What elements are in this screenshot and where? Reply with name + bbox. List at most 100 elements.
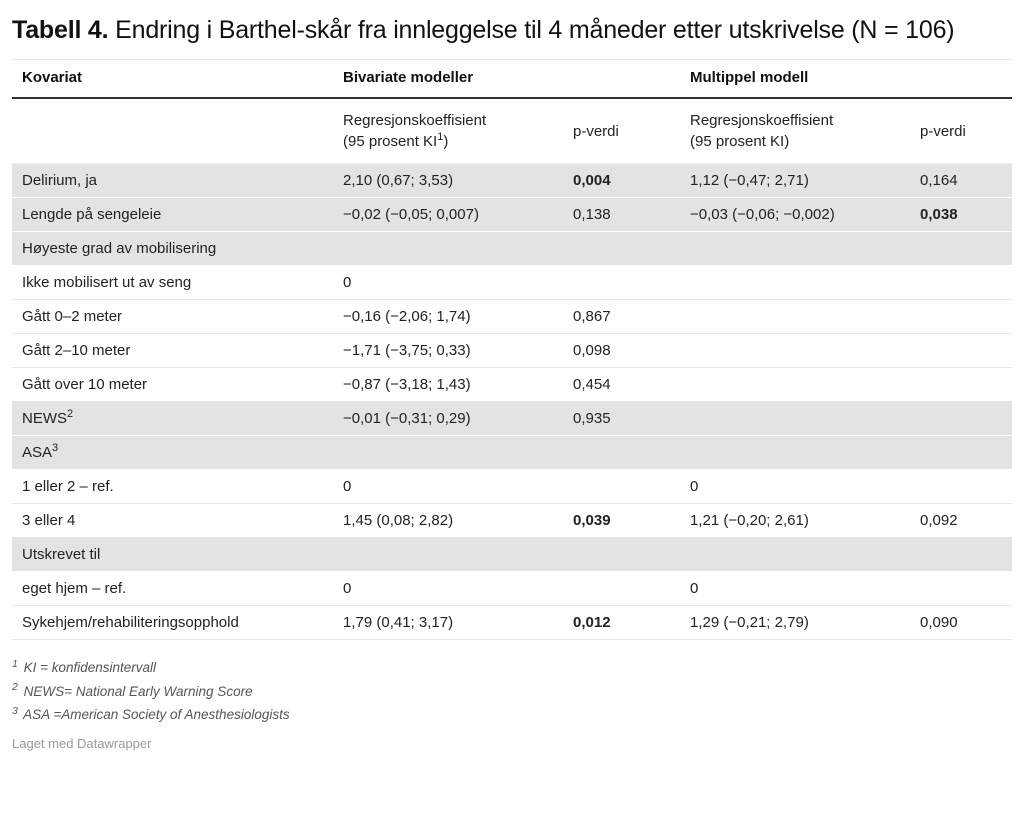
header-group-multiple: Multippel modell: [680, 59, 1012, 99]
multiple-coef-cell: 0: [690, 478, 699, 495]
table-row-asa-group: ASA3: [12, 435, 1012, 470]
bivariate-pvalue-cell: [563, 436, 680, 470]
header-multiple-pvalue: p-verdi: [910, 98, 1012, 164]
bivariate-coef-cell: 2,10 (0,67; 3,53): [343, 172, 454, 189]
row-label-cell: Ikke mobilisert ut av seng: [12, 266, 333, 300]
multiple-coef-cell: [680, 538, 910, 572]
multiple-coef-cell: [680, 300, 910, 334]
table-title: Tabell 4. Endring i Barthel-skår fra inn…: [12, 14, 1012, 46]
bivariate-coef-cell: −0,01 (−0,31; 0,29): [343, 410, 471, 427]
row-label-cell: Høyeste grad av mobilisering: [12, 232, 333, 266]
multiple-coef-cell: [680, 334, 910, 368]
footnote-text: KI = konfidensintervall: [23, 660, 157, 675]
bivariate-pvalue-cell: [563, 232, 680, 266]
row-label-cell: 3 eller 4: [12, 504, 333, 538]
row-label: Ikke mobilisert ut av seng: [22, 274, 192, 291]
bivariate-coef-cell: [333, 436, 563, 470]
row-label-cell: Lengde på sengeleie: [12, 198, 333, 232]
multiple-coef-cell: [680, 232, 910, 266]
table-row-asa-3-4: 3 eller 4 1,45 (0,08; 2,82) 0,039 1,21 (…: [12, 504, 1012, 538]
bivariate-pvalue-cell: 0,098: [573, 342, 611, 359]
footnote-marker: 1: [12, 657, 18, 670]
row-label-cell: Gått 2–10 meter: [12, 334, 333, 368]
datawrapper-credit: Laget med Datawrapper: [12, 735, 152, 751]
table-row-ikke-mobilisert: Ikke mobilisert ut av seng 0: [12, 266, 1012, 300]
bivariate-pvalue-cell: [563, 470, 680, 504]
multiple-coef-cell: 1,21 (−0,20; 2,61): [690, 512, 809, 529]
multiple-pvalue-cell: [910, 572, 1012, 606]
table-body: Delirium, ja 2,10 (0,67; 3,53) 0,004 1,1…: [12, 163, 1012, 640]
header-sub-row: Regresjonskoeffisient (95 prosent KI1) p-…: [12, 98, 1012, 164]
header-bivariate-pvalue: p-verdi: [563, 98, 680, 164]
row-label: ASA: [22, 444, 53, 461]
row-label-cell: Sykehjem/rehabiliteringsopphold: [12, 606, 333, 640]
row-label-cell: 1 eller 2 – ref.: [12, 470, 333, 504]
footnote-marker: 2: [12, 681, 18, 694]
row-label-cell: Utskrevet til: [12, 538, 333, 572]
multiple-pvalue-cell: [910, 368, 1012, 402]
footnote-ki: 1 KI = konfidensintervall: [12, 657, 1012, 679]
bivariate-pvalue-cell: [563, 572, 680, 606]
ci-header-line2: (95 prosent KI): [690, 133, 790, 150]
bivariate-pvalue-cell: 0,935: [573, 410, 611, 427]
row-label-cell: ASA3: [12, 436, 333, 470]
multiple-pvalue-cell: 0,092: [920, 512, 958, 529]
table-row-sykehjem: Sykehjem/rehabiliteringsopphold 1,79 (0,…: [12, 606, 1012, 640]
footnote-asa: 3 ASA =American Society of Anesthesiolog…: [12, 704, 1012, 726]
table-row-asa-1-2: 1 eller 2 – ref. 0 0: [12, 470, 1012, 504]
multiple-coef-cell: 0: [690, 580, 699, 597]
multiple-coef-cell: −0,03 (−0,06; −0,002): [690, 206, 835, 223]
bivariate-coef-cell: 1,79 (0,41; 3,17): [343, 614, 454, 631]
footnote-news: 2 NEWS= National Early Warning Score: [12, 681, 1012, 703]
multiple-coef-cell: 1,12 (−0,47; 2,71): [690, 172, 809, 189]
row-label: NEWS: [22, 410, 67, 427]
bivariate-coef-cell: 1,45 (0,08; 2,82): [343, 512, 454, 529]
bivariate-coef-cell: 0: [343, 580, 352, 597]
bivariate-coef-cell: −1,71 (−3,75; 0,33): [343, 342, 471, 359]
multiple-pvalue-cell: [910, 538, 1012, 572]
row-label: Utskrevet til: [22, 546, 101, 563]
multiple-coef-cell: [680, 368, 910, 402]
multiple-coef-cell: 1,29 (−0,21; 2,79): [690, 614, 809, 631]
bivariate-pvalue-cell: 0,454: [573, 376, 611, 393]
table-title-number: Tabell 4.: [12, 16, 109, 44]
row-label: Gått 2–10 meter: [22, 342, 131, 359]
bivariate-coef-cell: −0,16 (−2,06; 1,74): [343, 308, 471, 325]
row-label-cell: Delirium, ja: [12, 164, 333, 198]
row-label-cell: NEWS2: [12, 402, 333, 436]
footnote-text: NEWS= National Early Warning Score: [23, 683, 253, 699]
table-row-gatt-0-2: Gått 0–2 meter −0,16 (−2,06; 1,74) 0,867: [12, 300, 1012, 334]
table-row-gatt-2-10: Gått 2–10 meter −1,71 (−3,75; 0,33) 0,09…: [12, 334, 1012, 368]
row-label: eget hjem – ref.: [22, 580, 127, 597]
row-label-superscript: 3: [52, 442, 59, 454]
footnote-marker: 3: [12, 704, 18, 717]
table-row-sengeleie: Lengde på sengeleie −0,02 (−0,05; 0,007)…: [12, 197, 1012, 232]
bivariate-pvalue-cell: 0,867: [573, 308, 611, 325]
bivariate-pvalue-cell: 0,004: [573, 172, 611, 189]
bivariate-pvalue-cell: [563, 538, 680, 572]
table-title-text: Endring i Barthel-skår fra innleggelse t…: [115, 16, 955, 44]
row-label: Gått over 10 meter: [22, 376, 148, 393]
row-label: 3 eller 4: [22, 512, 76, 529]
bivariate-coef-cell: −0,02 (−0,05; 0,007): [343, 206, 479, 223]
row-label-cell: Gått over 10 meter: [12, 368, 333, 402]
row-label: Delirium, ja: [22, 172, 98, 189]
multiple-pvalue-cell: [910, 232, 1012, 266]
multiple-pvalue-cell: [910, 266, 1012, 300]
header-kovariat: Kovariat: [12, 59, 333, 99]
multiple-coef-cell: [680, 436, 910, 470]
regression-results-table: Kovariat Bivariate modeller Multippel mo…: [12, 59, 1012, 640]
header-group-row: Kovariat Bivariate modeller Multippel mo…: [12, 59, 1012, 99]
row-label-cell: eget hjem – ref.: [12, 572, 333, 606]
footnotes-block: 1 KI = konfidensintervall 2 NEWS= Nation…: [12, 657, 1012, 755]
row-label-superscript: 2: [67, 408, 74, 420]
ci-header-close: ): [443, 133, 449, 150]
multiple-coef-cell: [680, 266, 910, 300]
bivariate-coef-cell: 0: [343, 478, 352, 495]
multiple-pvalue-cell: 0,164: [920, 172, 958, 189]
bivariate-coef-cell: −0,87 (−3,18; 1,43): [343, 376, 471, 393]
header-multiple-coef: Regresjonskoeffisient (95 prosent KI): [680, 98, 910, 164]
bivariate-pvalue-cell: 0,012: [573, 614, 611, 631]
row-label: Sykehjem/rehabiliteringsopphold: [22, 614, 239, 631]
multiple-pvalue-cell: [910, 470, 1012, 504]
